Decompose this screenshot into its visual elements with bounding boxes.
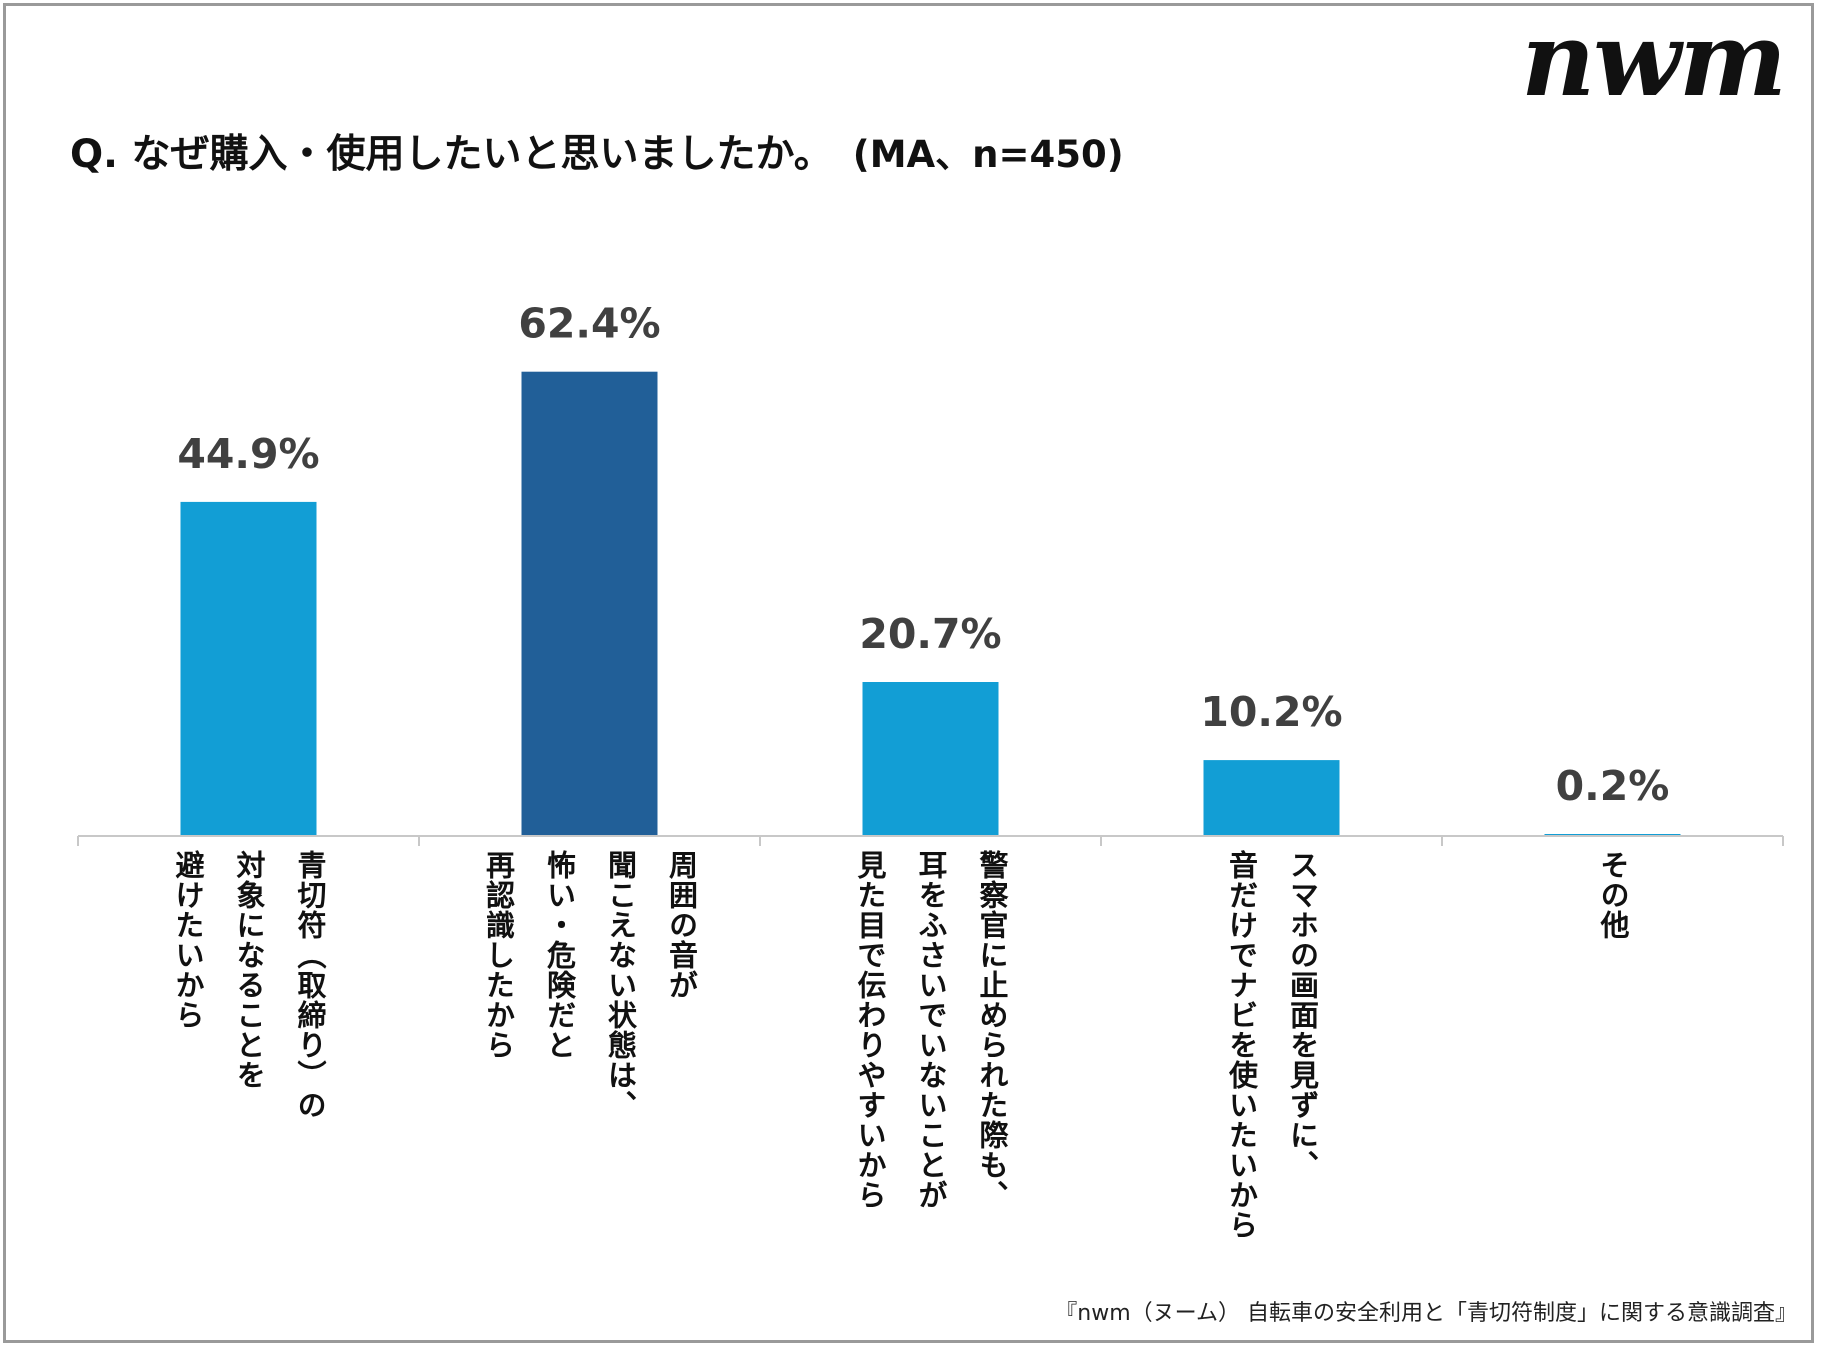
sample-info: (MA、n=450) [852, 133, 1124, 176]
category-label-4: スマホの画面を見ずに、 音だけでナビを使いたいから [1224, 850, 1320, 1240]
bar-3 [862, 682, 999, 836]
value-label-4: 10.2% [1200, 688, 1342, 736]
value-labels: 44.9% 62.4% 20.7% 10.2% 0.2% [177, 300, 1669, 810]
category-label-2: 周囲の音が 聞こえない状態は、 怖い・危険だと 再認識したから [481, 850, 699, 1120]
category-label-1: 青切符（取締り）の 対象になることを 避けたいから [171, 850, 327, 1120]
value-label-1: 44.9% [177, 430, 319, 478]
category-label-5: その他 [1596, 850, 1630, 940]
question-text: Q. なぜ購入・使用したいと思いましたか。 [70, 132, 833, 177]
bars-group [180, 371, 1681, 836]
nwm-logo: nwm [1521, 0, 1787, 120]
x-axis [77, 835, 1784, 846]
category-label-3: 警察官に止められた際も、 耳をふさいでいないことが 見た目で伝わりやすいから [853, 850, 1009, 1210]
page-title: Q. なぜ購入・使用したいと思いましたか。 (MA、n=450) [70, 125, 1520, 185]
source-note: 『nwm（ヌーム） 自転車の安全利用と「青切符制度」に関する意識調査』 [1055, 1301, 1797, 1326]
value-label-3: 20.7% [859, 610, 1001, 658]
value-label-2: 62.4% [518, 300, 660, 348]
bar-2 [521, 371, 658, 836]
bar-1 [180, 501, 317, 836]
value-label-5: 0.2% [1556, 762, 1670, 810]
bar-4 [1203, 760, 1340, 836]
